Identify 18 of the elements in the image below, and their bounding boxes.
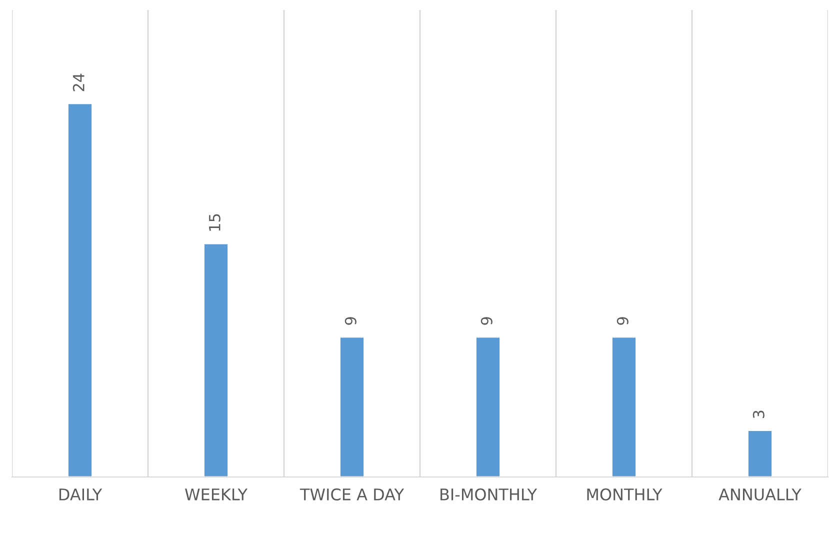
x-tick-label: ANNUALLY bbox=[718, 488, 802, 500]
data-label: 3 bbox=[752, 410, 764, 418]
bar bbox=[67, 102, 93, 477]
bar bbox=[475, 336, 501, 477]
bar bbox=[747, 430, 773, 477]
x-tick-label: WEEKLY bbox=[185, 488, 248, 500]
x-tick-label: BI-MONTHLY bbox=[440, 488, 538, 500]
data-label: 9 bbox=[616, 317, 628, 325]
data-label: 15 bbox=[209, 214, 220, 231]
x-tick-label: DAILY bbox=[59, 488, 102, 500]
data-label: 9 bbox=[480, 317, 492, 325]
x-tick-label: TWICE A DAY bbox=[300, 488, 404, 500]
data-label: 24 bbox=[72, 74, 84, 92]
bar bbox=[203, 242, 229, 477]
bar bbox=[339, 336, 365, 477]
x-tick-label: MONTHLY bbox=[587, 488, 662, 500]
bar bbox=[611, 336, 637, 477]
data-label: 9 bbox=[344, 317, 356, 325]
